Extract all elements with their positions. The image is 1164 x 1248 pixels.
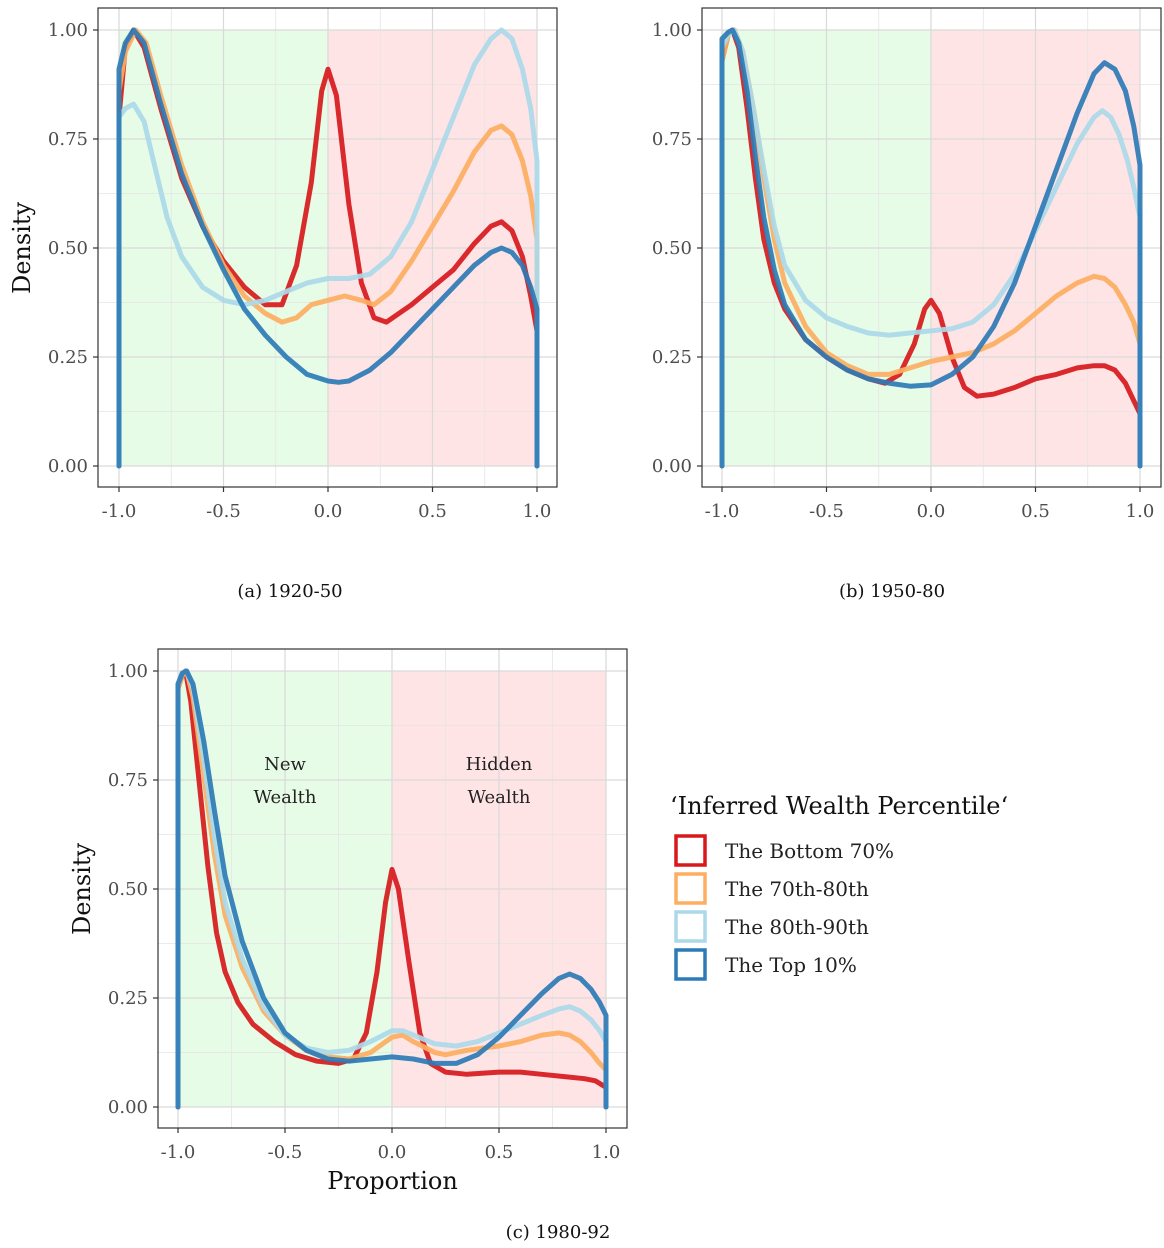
y-tick-label: 0.75 xyxy=(108,770,148,791)
x-tick-label: -0.5 xyxy=(809,501,844,522)
y-tick-label: 0.75 xyxy=(652,129,692,150)
legend-label-p70_80: The 70th-80th xyxy=(725,877,869,901)
y-tick-label: 0.50 xyxy=(48,238,88,259)
x-tick-label: 1.0 xyxy=(1126,501,1155,522)
legend-key-p70_80 xyxy=(674,872,707,905)
x-tick-label: -0.5 xyxy=(206,501,241,522)
y-tick-label: 0.25 xyxy=(108,988,148,1009)
legend-label-bottom70: The Bottom 70% xyxy=(725,839,894,863)
y-tick-label: 1.00 xyxy=(652,20,692,41)
x-tick-label: 0.5 xyxy=(418,501,447,522)
y-tick-label: 0.25 xyxy=(48,347,88,368)
annotation-hidden-wealth-line2: Wealth xyxy=(468,787,531,808)
panel-1980-92: 0.00 0.25 0.50 0.75 1.00 -1.0 -0.5 0.0 0.5 1.0 Den… xyxy=(68,648,628,1195)
y-tick-label: 0.75 xyxy=(48,129,88,150)
y-tick-label: 0.50 xyxy=(652,238,692,259)
y-axis-title: Density xyxy=(68,843,96,936)
y-tick-label: 0.50 xyxy=(108,879,148,900)
legend-label-p80_90: The 80th-90th xyxy=(725,915,869,939)
legend-label-top10: The Top 10% xyxy=(725,953,857,977)
x-tick-label: -0.5 xyxy=(268,1142,303,1163)
series-line-top10 xyxy=(116,27,540,469)
x-tick-label: 1.0 xyxy=(523,501,552,522)
y-tick-label: 0.00 xyxy=(652,456,692,477)
x-tick-label: 0.5 xyxy=(485,1142,514,1163)
legend-key-bottom70 xyxy=(674,834,707,867)
x-tick-label: 1.0 xyxy=(592,1142,621,1163)
series-line-bottom70 xyxy=(719,27,1143,469)
y-tick-label: 1.00 xyxy=(108,661,148,682)
caption-b: (b) 1950-80 xyxy=(839,581,945,602)
series-line-top10 xyxy=(719,27,1143,469)
y-tick-label: 1.00 xyxy=(48,20,88,41)
annotation-hidden-wealth-line1: Hidden xyxy=(466,754,533,775)
y-tick-label: 0.00 xyxy=(48,456,88,477)
series-line-bottom70 xyxy=(175,668,609,1110)
series-line-p80_90 xyxy=(719,27,1143,469)
annotation-new-wealth-line2: Wealth xyxy=(254,787,317,808)
x-tick-label: 0.5 xyxy=(1021,501,1050,522)
series-line-top10 xyxy=(175,668,609,1110)
y-axis-title: Density xyxy=(8,202,36,295)
x-tick-label: -1.0 xyxy=(705,501,740,522)
x-axis-title: Proportion xyxy=(327,1167,458,1195)
legend: ‘Inferred Wealth Percentile‘ The Bottom … xyxy=(670,792,1008,981)
annotation-new-wealth-line1: New xyxy=(264,754,306,775)
legend-title: ‘Inferred Wealth Percentile‘ xyxy=(670,792,1008,820)
x-tick-label: 0.0 xyxy=(314,501,343,522)
caption-a: (a) 1920-50 xyxy=(237,581,342,602)
legend-key-top10 xyxy=(674,948,707,981)
x-tick-label: -1.0 xyxy=(161,1142,196,1163)
series-line-p80_90 xyxy=(175,668,609,1110)
x-tick-label: 0.0 xyxy=(378,1142,407,1163)
legend-key-p80_90 xyxy=(674,910,707,943)
y-tick-label: 0.25 xyxy=(652,347,692,368)
series-line-p80_90 xyxy=(116,27,540,469)
y-tick-label: 0.00 xyxy=(108,1097,148,1118)
x-tick-label: -1.0 xyxy=(102,501,137,522)
caption-c: (c) 1980-92 xyxy=(506,1222,611,1243)
x-tick-label: 0.0 xyxy=(917,501,946,522)
panel-1950-80: 0.00 0.25 0.50 0.75 1.00 -1.0 -0.5 0.0 0.5 1.0 xyxy=(652,7,1162,522)
panel-1920-50: 0.00 0.25 0.50 0.75 1.00 -1.0 -0.5 0.0 0.5 1.0 Den… xyxy=(8,7,558,522)
